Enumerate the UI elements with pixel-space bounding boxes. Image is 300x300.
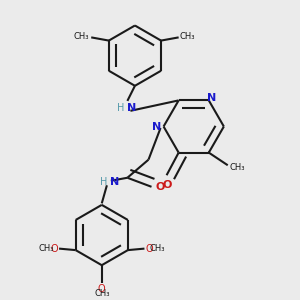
Text: N: N: [152, 122, 161, 131]
Text: O: O: [145, 244, 153, 254]
Text: O: O: [98, 284, 106, 294]
Text: CH₃: CH₃: [230, 163, 245, 172]
Text: O: O: [51, 244, 58, 254]
Text: N: N: [110, 177, 119, 187]
Text: N: N: [207, 93, 216, 103]
Text: CH₃: CH₃: [94, 289, 110, 298]
Text: N: N: [128, 103, 136, 113]
Text: O: O: [155, 182, 164, 192]
Text: CH₃: CH₃: [74, 32, 89, 40]
Text: CH₃: CH₃: [38, 244, 54, 253]
Text: CH₃: CH₃: [179, 32, 195, 40]
Text: CH₃: CH₃: [150, 244, 165, 253]
Text: H: H: [117, 103, 124, 113]
Text: O: O: [163, 180, 172, 190]
Text: H: H: [100, 177, 107, 187]
